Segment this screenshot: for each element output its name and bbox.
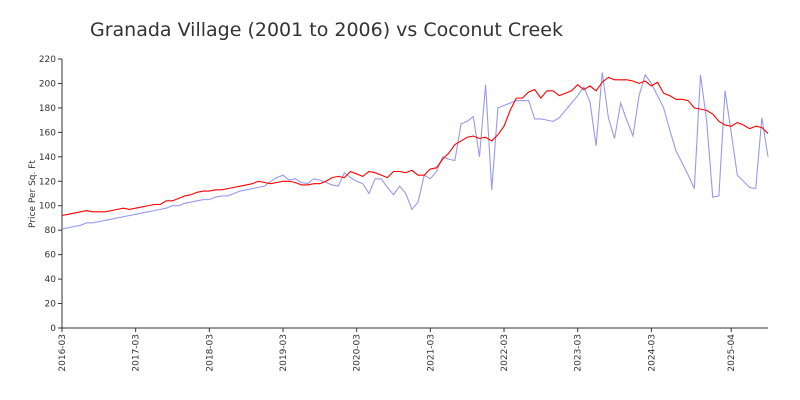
y-tick-label: 100: [39, 202, 56, 212]
x-tick-label: 2016-03: [58, 334, 68, 372]
y-tick-label: 180: [39, 104, 56, 114]
y-tick-label: 200: [39, 79, 56, 89]
y-tick-label: 40: [45, 275, 57, 285]
x-tick-label: 2020-03: [353, 334, 363, 372]
x-tick-label: 2019-03: [279, 334, 289, 372]
y-tick-label: 60: [45, 251, 57, 261]
x-tick-label: 2023-03: [574, 334, 584, 372]
y-tick-label: 120: [39, 177, 56, 187]
line-series: [61, 76, 769, 217]
x-tick-label: 2017-03: [132, 334, 142, 372]
x-tick-label: 2018-03: [205, 334, 215, 372]
line-series: [61, 72, 769, 230]
y-tick-label: 20: [45, 300, 57, 310]
y-axis-label: Price Per Sq. Ft: [28, 160, 38, 228]
y-tick-label: 0: [50, 324, 56, 334]
y-tick-label: 160: [39, 128, 56, 138]
x-tick-label: 2025-04: [727, 334, 737, 372]
chart-title: Granada Village (2001 to 2006) vs Coconu…: [90, 19, 563, 41]
y-tick-label: 80: [45, 226, 57, 236]
x-tick-label: 2022-03: [500, 334, 510, 372]
y-tick-label: 220: [39, 55, 56, 65]
x-tick-label: 2021-03: [426, 334, 436, 372]
x-tick-label: 2024-03: [647, 334, 657, 372]
y-tick-label: 140: [39, 153, 56, 163]
